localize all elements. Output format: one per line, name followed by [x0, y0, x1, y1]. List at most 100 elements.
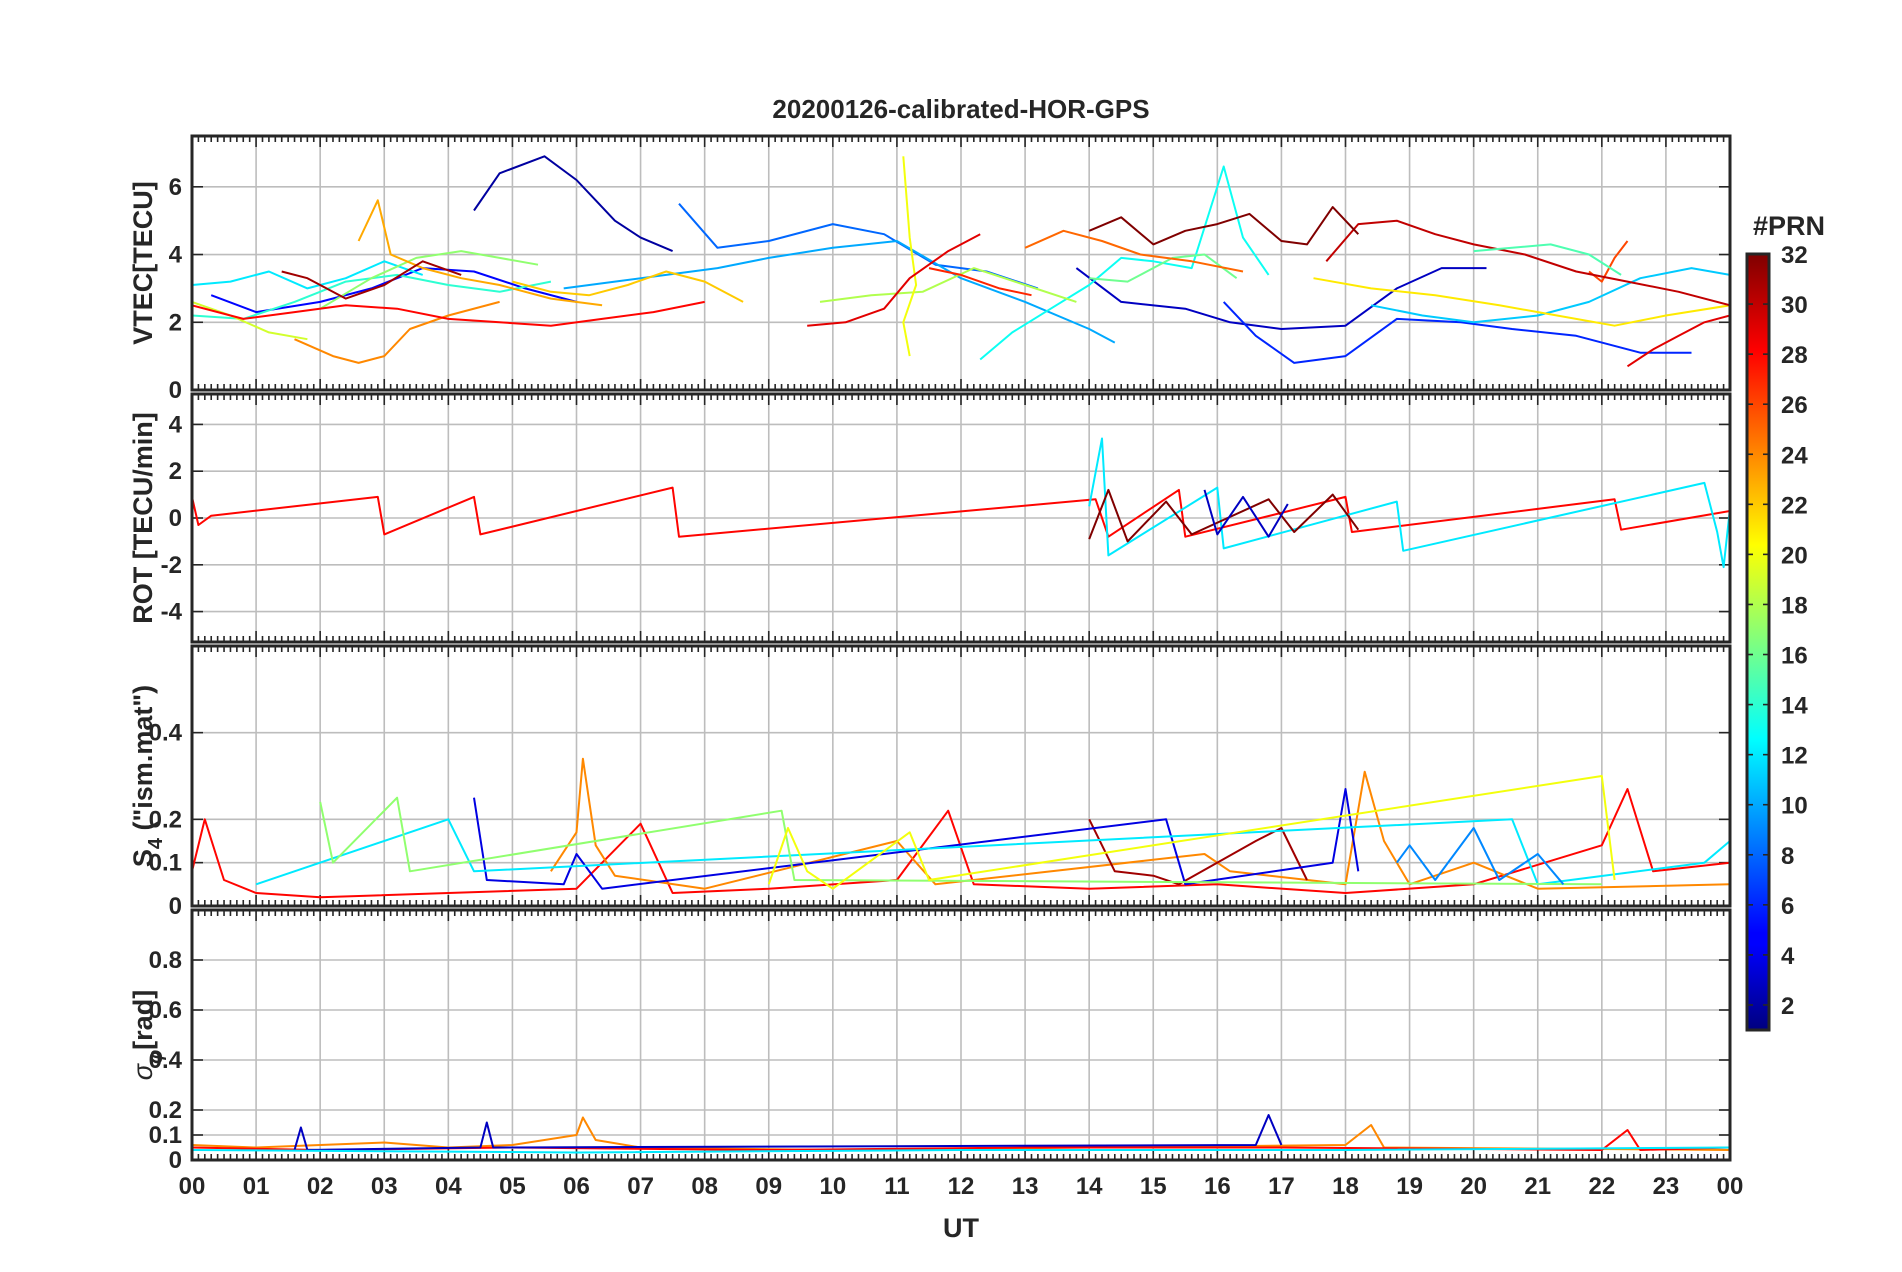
- y-tick-label: 0.1: [149, 850, 182, 877]
- series-prn-30: [1325, 219, 1730, 307]
- colorbar-tick-label: 2: [1781, 993, 1794, 1020]
- y-tick-label: 0.8: [149, 947, 182, 974]
- y-tick-label: -4: [161, 599, 183, 626]
- y-axis-label: ROT [TECU/min]: [128, 412, 158, 623]
- series-prn-3: [293, 1114, 1283, 1151]
- y-tick-label: 0.2: [149, 806, 182, 833]
- series-prn-9: [1395, 827, 1565, 885]
- y-tick-label: 0.6: [149, 997, 182, 1024]
- panel-frame: [190, 908, 1732, 1162]
- colorbar-tick-label: 18: [1781, 592, 1808, 619]
- colorbar-tick-label: 10: [1781, 793, 1808, 820]
- x-tick-label: 02: [307, 1173, 334, 1200]
- y-tick-label: 0: [169, 505, 182, 532]
- y-axis-label: VTEC[TECU]: [128, 181, 158, 345]
- series-prn-3: [1203, 489, 1289, 538]
- y-tick-label: 0.1: [149, 1122, 182, 1149]
- y-tick-label: 4: [169, 411, 183, 438]
- y-tick-label: 0.4: [149, 720, 183, 747]
- colorbar-label: #PRN: [1753, 211, 1825, 241]
- panel-vtec: 0 2 4 6 VTEC[TECU]: [128, 134, 1732, 404]
- series-prn-26: [1588, 240, 1629, 283]
- colorbar-tick-label: 22: [1781, 492, 1808, 519]
- series-prn-19: [192, 300, 308, 341]
- series-prn-12: [1088, 437, 1730, 569]
- x-tick-label: 12: [948, 1173, 975, 1200]
- panel-frame: [190, 134, 1732, 392]
- colorbar-tick-label: 14: [1781, 693, 1808, 720]
- series-group: [192, 1114, 1730, 1154]
- y-tick-label: 4: [169, 242, 183, 269]
- y-tick-label: -2: [161, 552, 182, 579]
- x-tick-label: 04: [435, 1173, 462, 1200]
- series-prn-22: [512, 270, 744, 303]
- series-group: [192, 155, 1730, 368]
- series-prn-29: [807, 233, 981, 327]
- x-tick-label: 00: [179, 1173, 206, 1200]
- series-prn-24: [192, 1116, 1730, 1151]
- y-axis-label: σφ[rad]: [128, 990, 167, 1080]
- colorbar-tick-label: 26: [1781, 392, 1808, 419]
- x-tick-label: 19: [1396, 1173, 1423, 1200]
- panel-rot: -4 -2 0 2 4 ROT [TECU/min]: [128, 392, 1732, 644]
- series-prn-24: [294, 300, 500, 364]
- panel-sigma_phi: 00.10.2 0.4 0.6 0.8 σφ[rad]: [128, 908, 1732, 1174]
- series-prn-24: [550, 757, 1730, 890]
- chart-title: 20200126-calibrated-HOR-GPS: [772, 94, 1149, 124]
- x-tick-label: 17: [1268, 1173, 1295, 1200]
- x-tick-label: 23: [1653, 1173, 1680, 1200]
- y-tick-label: 6: [169, 174, 182, 201]
- series-prn-6: [1222, 301, 1692, 364]
- colorbar-tick-label: 24: [1781, 442, 1808, 469]
- series-prn-12: [192, 260, 424, 290]
- y-tick-label: 2: [169, 309, 182, 336]
- x-tick-label: 07: [627, 1173, 654, 1200]
- series-prn-13: [979, 165, 1270, 361]
- colorbar-tick-label: 28: [1781, 342, 1808, 369]
- series-prn-23: [357, 199, 603, 307]
- series-prn-16: [1089, 253, 1238, 283]
- x-tick-label: 22: [1588, 1173, 1615, 1200]
- x-tick-label: 01: [243, 1173, 270, 1200]
- colorbar-tick-label: 4: [1781, 943, 1795, 970]
- x-tick-label: 20: [1460, 1173, 1487, 1200]
- x-tick-label: 16: [1204, 1173, 1231, 1200]
- x-tick-label: 14: [1076, 1173, 1103, 1200]
- series-prn-4: [473, 788, 1360, 890]
- series-prn-31: [281, 260, 462, 300]
- x-tick-label: 18: [1332, 1173, 1359, 1200]
- series-prn-10: [563, 240, 1116, 344]
- series-prn-27: [928, 267, 1032, 297]
- colorbar-tick-label: 6: [1781, 893, 1794, 920]
- y-tick-label: 0: [169, 1147, 182, 1174]
- series-prn-32: [1088, 206, 1360, 246]
- series-prn-18: [819, 267, 1077, 303]
- series-prn-25: [1024, 229, 1244, 273]
- x-tick-label: 11: [884, 1173, 909, 1200]
- series-prn-12: [255, 818, 1730, 886]
- series-prn-28: [192, 486, 1730, 538]
- series-prn-15: [1473, 243, 1622, 276]
- series-prn-28: [192, 300, 705, 327]
- colorbar-tick-label: 20: [1781, 542, 1808, 569]
- series-prn-2: [473, 155, 673, 253]
- panel-s4: 0 0.1 0.2 0.4S4 ("ism.mat"): [128, 644, 1732, 920]
- y-tick-label: 0: [169, 893, 182, 920]
- y-tick-label: 0: [169, 377, 182, 404]
- series-group: [192, 437, 1730, 569]
- x-tick-label: 10: [819, 1173, 846, 1200]
- panel-frame: [190, 392, 1732, 644]
- colorbar-tick-label: 32: [1781, 242, 1808, 269]
- series-prn-20: [902, 156, 918, 357]
- y-tick-label: 0.2: [149, 1097, 182, 1124]
- series-prn-3: [1075, 267, 1487, 330]
- series-prn-14: [192, 273, 552, 320]
- y-axis-label: S4 ("ism.mat"): [128, 685, 167, 867]
- series-prn-31: [1088, 818, 1308, 886]
- colorbar-tick-label: 12: [1781, 743, 1808, 770]
- series-prn-12: [192, 1146, 1730, 1154]
